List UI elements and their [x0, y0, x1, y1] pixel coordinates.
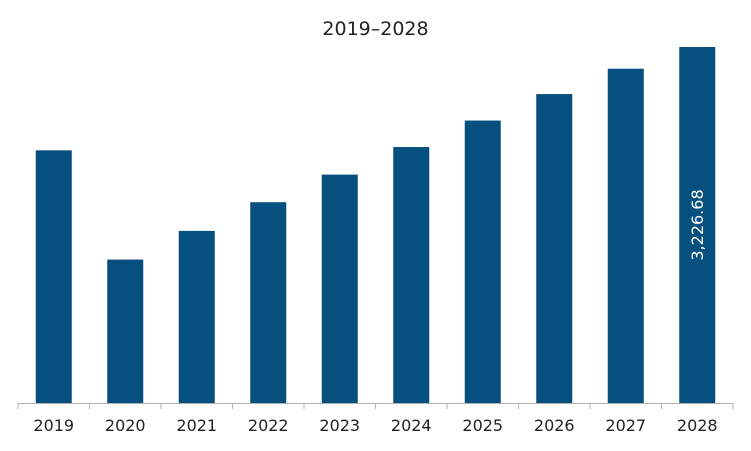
x-tick-label-2019: 2019 [33, 416, 74, 435]
bar-2027 [607, 68, 644, 403]
x-tick-label-2026: 2026 [534, 416, 575, 435]
bar-2024 [393, 147, 430, 403]
bar-2021 [178, 230, 215, 403]
x-tick-label-2021: 2021 [176, 416, 217, 435]
bar-2023 [321, 174, 358, 403]
bar-2026 [536, 94, 573, 403]
bar-2025 [464, 120, 501, 404]
x-tick-label-2020: 2020 [105, 416, 146, 435]
data-label-2028: 3,226.68 [688, 189, 707, 260]
bar-2028 [679, 47, 716, 403]
x-tick-label-2024: 2024 [391, 416, 432, 435]
x-tick-label-2025: 2025 [462, 416, 503, 435]
x-tick-label-2022: 2022 [248, 416, 289, 435]
x-tick-label-2023: 2023 [319, 416, 360, 435]
bar-2020 [107, 259, 144, 403]
chart-title: 2019–2028 [322, 18, 429, 40]
x-tick-label-2027: 2027 [605, 416, 646, 435]
bar-2022 [250, 202, 287, 403]
bar-2019 [35, 150, 72, 403]
x-tick-label-2028: 2028 [677, 416, 718, 435]
